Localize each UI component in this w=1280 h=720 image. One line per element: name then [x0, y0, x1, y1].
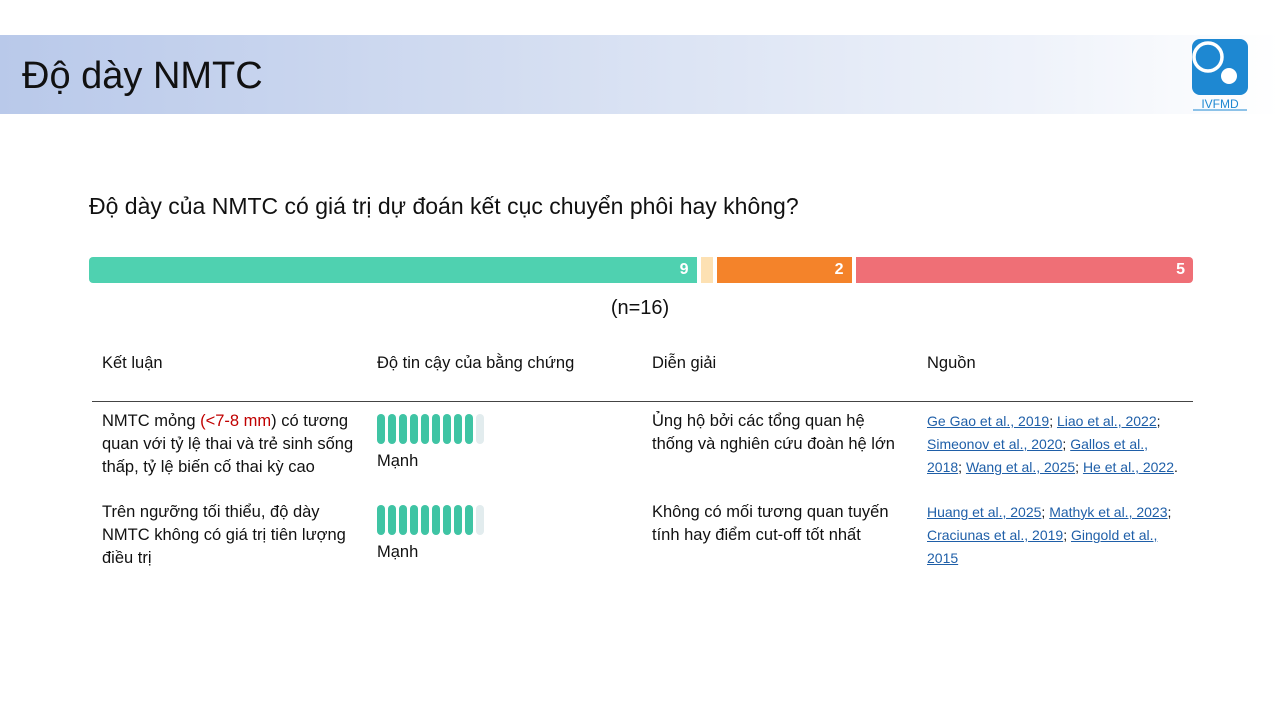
vote-segment-count: 9: [679, 261, 689, 278]
evidence-cell: Mạnh: [367, 493, 642, 584]
source-link[interactable]: Huang et al., 2025: [927, 504, 1042, 520]
table-header-row: Kết luận Độ tin cậy của bằng chứng Diễn …: [92, 346, 1193, 402]
evidence-pill: [421, 414, 429, 444]
conclusion-text: Trên ngưỡng tối thiểu, độ dày NMTC không…: [102, 503, 346, 567]
vote-segment: 9: [89, 257, 697, 283]
question-text: Độ dày của NMTC có giá trị dự đoán kết c…: [89, 193, 799, 219]
evidence-pill: [377, 414, 385, 444]
evidence-pill: [465, 414, 473, 444]
vote-segment: 2: [716, 257, 852, 283]
header-conclusion: Kết luận: [92, 346, 367, 402]
sources-cell: Huang et al., 2025; Mathyk et al., 2023;…: [927, 504, 1172, 566]
interpretation-cell: Ủng hộ bởi các tổng quan hệ thống và ngh…: [652, 412, 895, 453]
evidence-pill: [388, 414, 396, 444]
evidence-label: Mạnh: [377, 452, 419, 470]
source-link[interactable]: He et al., 2022: [1082, 459, 1174, 475]
source-link[interactable]: Gingold et al., 2015: [927, 527, 1158, 566]
source-link[interactable]: Gallos et al., 2018: [927, 436, 1149, 475]
interpretation-cell: Không có mối tương quan tuyến tính hay đ…: [652, 503, 889, 544]
evidence-pill: [432, 505, 440, 535]
evidence-pill: [377, 505, 385, 535]
sample-size-label: (n=16): [610, 297, 670, 319]
evidence-pill: [443, 414, 451, 444]
evidence-pill: [388, 505, 396, 535]
table-row: Trên ngưỡng tối thiểu, độ dày NMTC không…: [92, 493, 1193, 584]
source-link[interactable]: Craciunas et al., 2019: [927, 527, 1064, 543]
evidence-pill: [410, 414, 418, 444]
evidence-pill: [432, 414, 440, 444]
header-sources: Nguồn: [917, 346, 1193, 402]
vote-segment-count: 5: [1176, 261, 1185, 278]
evidence-meter: [377, 414, 632, 444]
table-row: NMTC mỏng (<7-8 mm) có tương quan với tỷ…: [92, 402, 1193, 494]
ivfmd-logo: IVFMD: [1192, 39, 1248, 111]
conclusion-text: NMTC mỏng: [102, 412, 201, 430]
evidence-pill: [443, 505, 451, 535]
vote-segment-count: 2: [834, 261, 844, 278]
vote-segment: 5: [855, 257, 1193, 283]
source-link[interactable]: Ge Gao et al., 2019: [927, 413, 1050, 429]
conclusion-cell: NMTC mỏng (<7-8 mm) có tương quan với tỷ…: [92, 402, 367, 494]
source-link[interactable]: Liao et al., 2022: [1056, 413, 1157, 429]
conclusions-table: Kết luận Độ tin cậy của bằng chứng Diễn …: [92, 346, 1193, 584]
evidence-pill: [476, 414, 484, 444]
logo-text: IVFMD: [1201, 97, 1239, 111]
table-body: NMTC mỏng (<7-8 mm) có tương quan với tỷ…: [92, 402, 1193, 585]
evidence-pill: [454, 414, 462, 444]
conclusion-text: ) có tương quan với tỷ lệ thai và trẻ si…: [102, 412, 354, 476]
evidence-meter: [377, 505, 632, 535]
evidence-pill: [399, 414, 407, 444]
source-link[interactable]: Simeonov et al., 2020: [927, 436, 1063, 452]
vote-segment: [700, 257, 713, 283]
evidence-pill: [476, 505, 484, 535]
evidence-pill: [465, 505, 473, 535]
evidence-pill: [421, 505, 429, 535]
evidence-pill: [454, 505, 462, 535]
evidence-label: Mạnh: [377, 543, 419, 561]
header-interpretation: Diễn giải: [642, 346, 917, 402]
evidence-pill: [399, 505, 407, 535]
evidence-cell: Mạnh: [367, 402, 642, 494]
header-evidence: Độ tin cậy của bằng chứng: [367, 346, 642, 402]
sources-cell: Ge Gao et al., 2019; Liao et al., 2022; …: [927, 413, 1178, 475]
source-link[interactable]: Mathyk et al., 2023: [1049, 504, 1168, 520]
source-link[interactable]: Wang et al., 2025: [965, 459, 1076, 475]
page-title: Độ dày NMTC: [22, 55, 263, 97]
conclusion-highlight: (<7-8 mm: [200, 412, 272, 430]
conclusion-cell: Trên ngưỡng tối thiểu, độ dày NMTC không…: [92, 493, 367, 584]
evidence-pill: [410, 505, 418, 535]
header-band: [0, 35, 1280, 114]
